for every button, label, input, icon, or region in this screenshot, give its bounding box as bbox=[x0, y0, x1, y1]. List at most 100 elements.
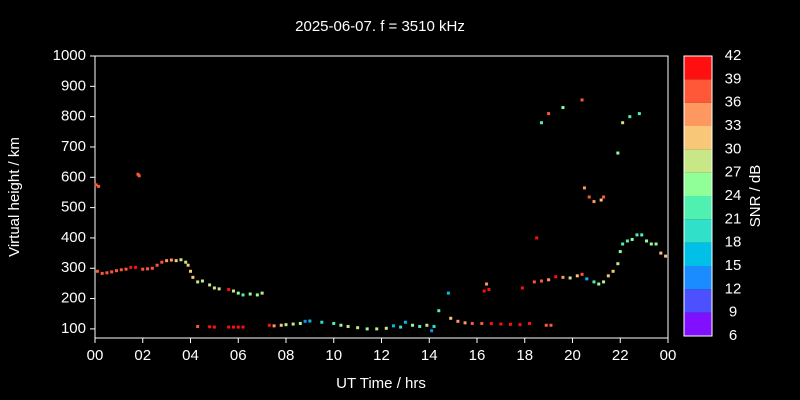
x-tick-label: 10 bbox=[325, 347, 342, 364]
data-point bbox=[236, 291, 240, 295]
data-point bbox=[208, 283, 212, 287]
y-tick-label: 900 bbox=[61, 77, 86, 94]
colorbar-band bbox=[684, 126, 712, 150]
colorbar-band bbox=[684, 172, 712, 196]
data-point bbox=[375, 327, 379, 331]
y-axis-label: Virtual height / km bbox=[6, 137, 23, 257]
colorbar-tick-label: 18 bbox=[725, 234, 742, 251]
data-point bbox=[169, 258, 173, 262]
data-point bbox=[518, 323, 522, 327]
colorbar-tick-label: 12 bbox=[725, 280, 742, 297]
data-point bbox=[437, 309, 441, 313]
data-point bbox=[356, 326, 360, 330]
data-point bbox=[539, 279, 543, 283]
data-point bbox=[248, 292, 252, 296]
data-point bbox=[482, 289, 486, 293]
y-tick-label: 200 bbox=[61, 290, 86, 307]
data-point bbox=[303, 319, 307, 323]
data-point bbox=[649, 242, 653, 246]
colorbar-band bbox=[684, 242, 712, 266]
data-point bbox=[602, 195, 606, 199]
y-tick-label: 300 bbox=[61, 259, 86, 276]
data-point bbox=[470, 321, 474, 325]
colorbar-band bbox=[684, 102, 712, 126]
data-point bbox=[520, 286, 524, 290]
colorbar-tick-label: 36 bbox=[725, 94, 742, 111]
data-point bbox=[184, 260, 188, 264]
x-tick-label: 00 bbox=[87, 347, 104, 364]
data-point bbox=[528, 321, 532, 325]
data-point bbox=[391, 324, 395, 328]
chart-title: 2025-06-07. f = 3510 kHz bbox=[295, 18, 465, 35]
data-point bbox=[365, 327, 369, 331]
colorbar-tick-label: 9 bbox=[729, 304, 737, 321]
data-point bbox=[272, 324, 276, 328]
data-point bbox=[241, 293, 245, 297]
data-point bbox=[544, 323, 548, 327]
data-point bbox=[339, 323, 343, 327]
data-point bbox=[208, 325, 212, 329]
data-point bbox=[227, 325, 231, 329]
data-point bbox=[179, 258, 183, 262]
x-axis-label: UT Time / hrs bbox=[336, 375, 426, 392]
colorbar-band bbox=[684, 149, 712, 173]
data-point bbox=[547, 278, 551, 282]
data-point bbox=[236, 325, 240, 329]
data-point bbox=[346, 324, 350, 328]
data-point bbox=[332, 321, 336, 325]
colorbar-band bbox=[684, 266, 712, 290]
data-point bbox=[160, 260, 164, 264]
data-point bbox=[621, 121, 625, 125]
colorbar-tick-label: 24 bbox=[725, 187, 742, 204]
data-point bbox=[119, 268, 123, 272]
data-point bbox=[411, 323, 415, 327]
data-point bbox=[165, 259, 169, 263]
colorbar-tick-label: 15 bbox=[725, 257, 742, 274]
data-point bbox=[637, 112, 641, 116]
data-point bbox=[599, 198, 603, 202]
y-tick-label: 1000 bbox=[53, 47, 86, 64]
data-point bbox=[320, 320, 324, 324]
data-point bbox=[585, 277, 589, 281]
data-point bbox=[592, 280, 596, 284]
data-point bbox=[554, 275, 558, 279]
data-point bbox=[418, 324, 422, 328]
data-point bbox=[95, 269, 99, 273]
x-tick-label: 20 bbox=[564, 347, 581, 364]
data-point bbox=[291, 322, 295, 326]
data-point bbox=[430, 329, 434, 333]
data-point bbox=[212, 286, 216, 290]
colorbar-tick-label: 27 bbox=[725, 164, 742, 181]
x-tick-label: 02 bbox=[134, 347, 151, 364]
data-point bbox=[630, 237, 634, 241]
y-tick-label: 500 bbox=[61, 199, 86, 216]
data-point bbox=[628, 115, 632, 119]
x-tick-label: 16 bbox=[469, 347, 486, 364]
data-point bbox=[260, 291, 264, 295]
x-tick-label: 06 bbox=[230, 347, 247, 364]
data-point bbox=[449, 316, 453, 320]
data-point bbox=[575, 274, 579, 278]
data-point bbox=[150, 266, 154, 270]
y-tick-label: 400 bbox=[61, 229, 86, 246]
x-tick-label: 00 bbox=[660, 347, 677, 364]
data-point bbox=[267, 323, 271, 327]
data-point bbox=[105, 271, 109, 275]
data-point bbox=[611, 269, 615, 273]
data-point bbox=[539, 121, 543, 125]
data-point bbox=[606, 274, 610, 278]
data-point bbox=[635, 233, 639, 237]
data-point bbox=[97, 184, 101, 188]
colorbar-band bbox=[684, 56, 712, 80]
data-point bbox=[487, 287, 491, 291]
data-point bbox=[255, 293, 259, 297]
x-tick-label: 14 bbox=[421, 347, 438, 364]
data-point bbox=[134, 265, 138, 269]
data-point bbox=[403, 320, 407, 324]
data-point bbox=[196, 324, 200, 328]
data-point bbox=[582, 186, 586, 190]
data-point bbox=[231, 325, 235, 329]
data-point bbox=[580, 272, 584, 276]
colorbar-band bbox=[684, 289, 712, 313]
